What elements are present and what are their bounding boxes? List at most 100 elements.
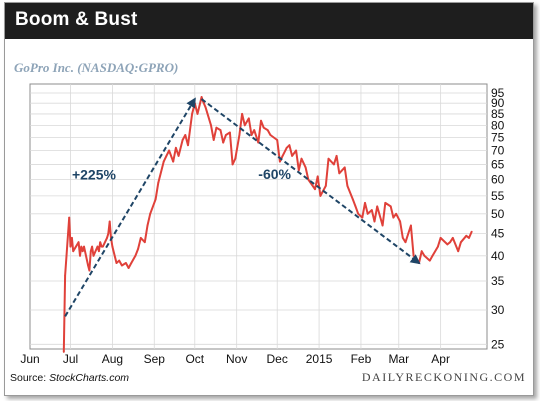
- price-line: [62, 96, 473, 353]
- annotation-label: +225%: [72, 167, 117, 183]
- price-point: [162, 160, 165, 163]
- y-tick-label: 35: [491, 274, 505, 288]
- x-tick-label: Aug: [102, 352, 123, 366]
- x-tick-label: Sep: [144, 352, 166, 366]
- price-point: [437, 245, 439, 248]
- price-point: [127, 267, 130, 269]
- price-point: [191, 113, 194, 115]
- y-tick-label: 55: [491, 189, 505, 203]
- price-point: [100, 245, 103, 248]
- price-point: [98, 250, 100, 253]
- y-tick-label: 70: [491, 143, 505, 157]
- y-tick-label: 85: [491, 107, 505, 121]
- price-point: [204, 106, 207, 109]
- price-point: [79, 254, 81, 257]
- price-point: [307, 178, 310, 181]
- price-point: [64, 274, 66, 277]
- y-tick-label: 60: [491, 173, 505, 187]
- price-point: [351, 198, 354, 201]
- price-point: [222, 141, 225, 144]
- price-point: [118, 259, 121, 262]
- source-label: Source:: [10, 372, 50, 384]
- grid: [30, 84, 487, 349]
- price-point: [106, 237, 108, 239]
- price-point: [83, 245, 85, 248]
- price-point: [470, 230, 473, 233]
- price-point: [449, 241, 451, 244]
- price-point: [423, 254, 426, 257]
- price-point: [215, 126, 218, 129]
- price-point: [266, 129, 269, 132]
- price-point: [243, 124, 246, 127]
- price-point: [72, 250, 75, 253]
- price-point: [92, 254, 95, 257]
- price-point: [115, 262, 118, 264]
- price-point: [260, 119, 262, 122]
- price-point: [291, 155, 293, 157]
- source-name: StockCharts.com: [49, 372, 130, 384]
- price-point: [200, 96, 203, 98]
- price-point: [62, 351, 65, 353]
- price-point: [295, 149, 297, 152]
- x-tick-label: Jul: [63, 352, 78, 366]
- price-point: [69, 245, 72, 248]
- price-point: [149, 212, 152, 215]
- y-tick-label: 30: [491, 303, 505, 317]
- chart-header: Boom & Bust: [5, 3, 533, 39]
- chart-header-title: Boom & Bust: [15, 9, 138, 30]
- x-tick-label: Apr: [431, 352, 450, 366]
- price-point: [343, 166, 346, 169]
- price-point: [225, 134, 227, 136]
- price-point: [187, 144, 189, 147]
- annotations: +225% -60%: [64, 97, 421, 317]
- price-point: [465, 234, 468, 237]
- x-tick-label: Nov: [226, 352, 247, 366]
- price-point: [288, 144, 291, 147]
- annotation-label: -60%: [258, 166, 291, 182]
- price-point: [297, 169, 300, 172]
- price-point: [87, 264, 89, 267]
- x-tick-label: Jun: [20, 352, 39, 366]
- price-point: [262, 126, 265, 129]
- price-point: [420, 250, 423, 253]
- price-point: [157, 181, 160, 184]
- price-point: [88, 269, 91, 272]
- price-point: [165, 155, 168, 157]
- price-point: [269, 134, 272, 136]
- price-point: [304, 166, 307, 169]
- price-point: [238, 134, 241, 136]
- y-tick-label: 50: [491, 207, 505, 221]
- price-point: [146, 224, 149, 227]
- price-point: [316, 175, 319, 178]
- price-point: [410, 224, 412, 227]
- price-point: [210, 124, 212, 127]
- price-point: [401, 237, 404, 239]
- y-tick-label: 95: [491, 86, 505, 100]
- price-point: [107, 232, 110, 235]
- price-point: [108, 220, 111, 223]
- price-point: [219, 129, 222, 132]
- price-point: [154, 198, 157, 201]
- price-point: [99, 241, 102, 244]
- price-point: [241, 113, 244, 115]
- price-point: [193, 102, 196, 105]
- price-point: [212, 139, 215, 141]
- price-point: [335, 155, 338, 157]
- price-point: [346, 185, 349, 187]
- price-point: [370, 209, 373, 212]
- y-tick-label: 45: [491, 227, 505, 241]
- price-point: [139, 237, 142, 239]
- price-point: [404, 241, 407, 244]
- price-point: [175, 146, 177, 149]
- price-point: [381, 224, 384, 227]
- price-point: [172, 160, 175, 163]
- y-tick-label: 90: [491, 96, 505, 110]
- price-point: [354, 205, 357, 208]
- y-tick-label: 65: [491, 157, 505, 171]
- price-point: [457, 250, 460, 253]
- price-point: [373, 220, 376, 223]
- price-point: [181, 139, 184, 141]
- price-point: [333, 163, 335, 166]
